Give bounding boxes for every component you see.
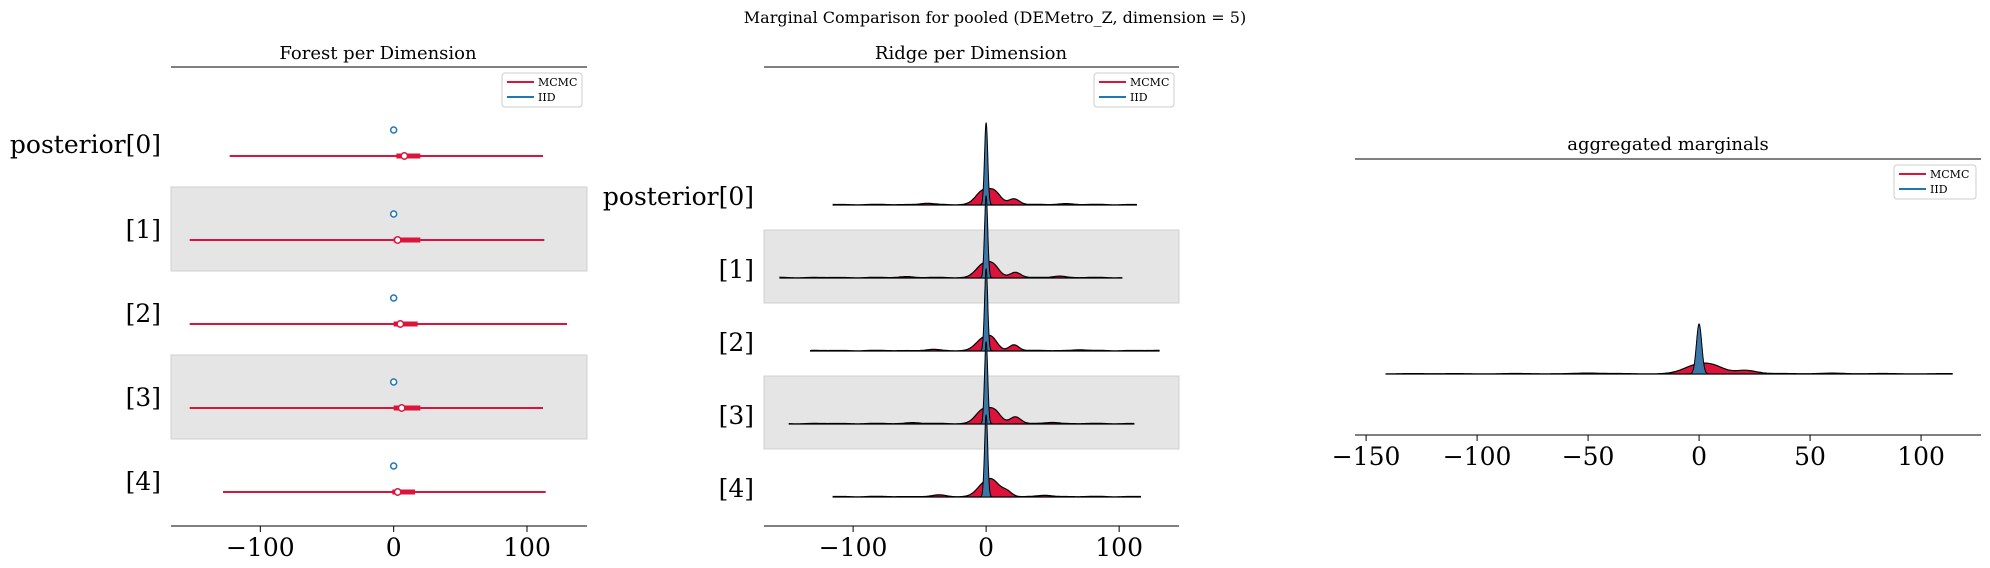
ridge-panel: Ridge per Dimension posterior[0] [1] [2]… <box>603 43 1180 562</box>
forest-mcmc-median-1 <box>393 236 402 244</box>
figure-title: Marginal Comparison for pooled (DEMetro_… <box>744 8 1246 27</box>
aggregated-tick-label-3: 0 <box>1691 442 1707 471</box>
forest-tick-label-2: 100 <box>503 533 551 562</box>
ridge-row-bands <box>763 229 1180 450</box>
aggregated-legend: MCMC IID <box>1893 164 1977 200</box>
forest-iid-median-2 <box>389 294 398 302</box>
ridge-legend-mcmc-label: MCMC <box>1130 76 1169 89</box>
aggregated-iid-density-0 <box>1688 323 1710 375</box>
aggregated-tick-label-2: −50 <box>1562 442 1615 471</box>
forest-mcmc-median-0 <box>400 152 409 160</box>
ridge-row-band-1 <box>763 229 1180 304</box>
ridge-marks <box>779 122 1160 498</box>
ridge-legend: MCMC IID <box>1093 72 1175 108</box>
ridge-tick-label-0: −100 <box>819 533 888 562</box>
forest-legend-mcmc-label: MCMC <box>538 76 577 89</box>
forest-x-ticks: −100 0 100 <box>226 526 551 562</box>
aggregated-panel: aggregated marginals −150 −100 −50 0 50 … <box>1332 134 1981 471</box>
ridge-tick-label-2: 100 <box>1095 533 1143 562</box>
ridge-mcmc-density-1 <box>779 260 1123 279</box>
ridge-mcmc-density-3 <box>788 406 1135 425</box>
ridge-iid-density-1 <box>979 195 993 279</box>
aggregated-tick-label-1: −100 <box>1443 442 1512 471</box>
forest-mcmc-median-2 <box>396 320 405 328</box>
forest-mcmc-median-3 <box>397 404 406 412</box>
ridge-row-label-4: [4] <box>719 474 754 503</box>
aggregated-x-ticks: −150 −100 −50 0 50 100 <box>1332 435 1945 471</box>
forest-row-bands <box>170 186 588 440</box>
ridge-x-ticks: −100 0 100 <box>819 526 1143 562</box>
ridge-row-band-3 <box>763 375 1180 450</box>
ridge-iid-density-0 <box>979 122 993 206</box>
aggregated-legend-iid-label: IID <box>1930 183 1948 196</box>
aggregated-tick-label-0: −150 <box>1332 442 1401 471</box>
ridge-tick-label-1: 0 <box>978 533 994 562</box>
forest-legend: MCMC IID <box>501 72 583 108</box>
forest-row-band-1 <box>170 186 588 272</box>
ridge-row-labels: posterior[0] [1] [2] [3] [4] <box>603 182 754 503</box>
forest-panel: Forest per Dimension posterior[0] [1] [2… <box>10 43 588 562</box>
aggregated-marks <box>1385 323 1953 375</box>
forest-row-label-3: [3] <box>126 383 161 412</box>
aggregated-legend-mcmc-label: MCMC <box>1930 168 1969 181</box>
ridge-row-label-2: [2] <box>719 328 754 357</box>
forest-tick-label-0: −100 <box>226 533 295 562</box>
ridge-legend-iid-label: IID <box>1130 91 1148 104</box>
forest-row-labels: posterior[0] [1] [2] [3] [4] <box>10 130 161 496</box>
forest-row-label-1: [1] <box>126 215 161 244</box>
ridge-row-label-1: [1] <box>719 255 754 284</box>
aggregated-tick-label-4: 50 <box>1794 442 1826 471</box>
forest-iid-median-1 <box>389 210 398 218</box>
forest-legend-iid-label: IID <box>538 91 556 104</box>
ridge-iid-density-3 <box>979 341 993 425</box>
forest-iid-median-4 <box>389 462 398 470</box>
aggregated-panel-title: aggregated marginals <box>1567 134 1768 155</box>
aggregated-tick-label-5: 100 <box>1897 442 1945 471</box>
forest-row-label-0: posterior[0] <box>10 130 161 159</box>
forest-row-label-4: [4] <box>126 467 161 496</box>
forest-panel-title: Forest per Dimension <box>279 43 477 64</box>
ridge-iid-density-4 <box>979 414 993 498</box>
forest-iid-median-3 <box>389 378 398 386</box>
ridge-row-label-3: [3] <box>719 401 754 430</box>
forest-tick-label-1: 0 <box>386 533 402 562</box>
forest-iid-median-0 <box>389 126 398 134</box>
ridge-row-label-0: posterior[0] <box>603 182 754 211</box>
forest-row-label-2: [2] <box>126 299 161 328</box>
ridge-panel-title: Ridge per Dimension <box>875 43 1068 64</box>
forest-row-band-3 <box>170 354 588 440</box>
ridge-iid-density-2 <box>979 268 993 352</box>
forest-marks <box>189 126 567 496</box>
forest-mcmc-median-4 <box>393 488 402 496</box>
aggregated-mcmc-density-0 <box>1385 362 1953 375</box>
